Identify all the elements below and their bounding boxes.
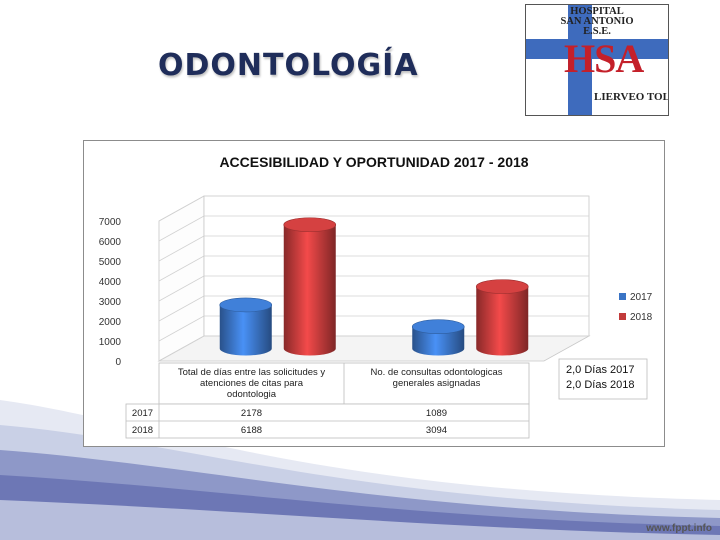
table-cell: 3094 [426, 425, 447, 436]
bar-2018-2 [475, 279, 529, 356]
gridline-side [158, 235, 205, 262]
category-label: odontologia [227, 389, 277, 400]
table-cell: 1089 [426, 408, 447, 419]
y-tick-label: 0 [115, 357, 121, 368]
bar-body [476, 286, 529, 356]
side-wall [158, 195, 205, 362]
chart-bars [219, 217, 529, 356]
y-tick-label: 1000 [99, 337, 122, 348]
logo-cross-vertical [568, 5, 592, 115]
category-label: No. de consultas odontologicas [370, 367, 502, 378]
gridline-side [158, 275, 205, 302]
table-row-label-2017: 2017 [132, 408, 153, 419]
annotation-box: 2,0 Días 2017 2,0 Días 2018 [558, 358, 648, 400]
gridline-side [158, 295, 205, 322]
bar-2017-2 [411, 319, 465, 356]
logo-city: LIERVEO TOLIMA [594, 91, 669, 103]
gridline-side [158, 335, 205, 362]
bar-top [283, 217, 337, 233]
y-tick-label: 7000 [99, 217, 122, 228]
y-tick-label: 2000 [99, 317, 122, 328]
logo-cross-horizontal [526, 39, 668, 59]
bar-body [412, 326, 465, 356]
table-cell: 6188 [241, 425, 262, 436]
chart-frame: ACCESIBILIDAD Y OPORTUNIDAD 2017 - 2018 … [83, 140, 665, 447]
chart-legend: 2017 2018 [619, 292, 653, 323]
hospital-logo: HOSPITAL SAN ANTONIO E.S.E. HSA LIERVEO … [525, 4, 669, 116]
y-tick-label: 5000 [99, 257, 122, 268]
logo-line-3: E.S.E. [583, 26, 611, 37]
data-table: Total de días entre las solicitudes yate… [125, 362, 530, 439]
category-label: Total de días entre las solicitudes y [178, 367, 326, 378]
footer-url: www.fppt.info [646, 523, 712, 534]
gridline-side [158, 215, 205, 242]
legend-swatch-2018 [619, 313, 626, 320]
gridline-side [158, 195, 205, 222]
chart-title: ACCESIBILIDAD Y OPORTUNIDAD 2017 - 2018 [219, 154, 528, 170]
bar-body [219, 304, 272, 356]
annotation-line-2: 2,0 Días 2018 [566, 379, 635, 391]
bar-2018-1 [283, 217, 337, 356]
y-tick-label: 4000 [99, 277, 122, 288]
logo-line-1: HOSPITAL [570, 6, 624, 17]
legend-label-2018: 2018 [630, 312, 653, 323]
gridline-side [158, 315, 205, 342]
table-cell: 2178 [241, 408, 262, 419]
decorative-waves [0, 400, 720, 540]
bar-2017-1 [219, 297, 273, 356]
bar-top [411, 319, 465, 335]
bar-top [475, 279, 529, 294]
bar-top [219, 297, 273, 313]
y-tick-label: 3000 [99, 297, 122, 308]
annotation-frame [558, 358, 648, 400]
slide-title: ODONTOLOGÍA [158, 48, 419, 83]
logo-line-2: SAN ANTONIO [560, 16, 634, 27]
annotation-line-1: 2,0 Días 2017 [566, 364, 635, 376]
table-row-label-2018: 2018 [132, 425, 153, 436]
bar-body [283, 224, 336, 356]
gridline-side [158, 255, 205, 282]
logo-mark: HSA [564, 36, 644, 81]
category-label: generales asignadas [393, 378, 481, 389]
y-tick-label: 6000 [99, 237, 122, 248]
legend-label-2017: 2017 [630, 292, 653, 303]
y-axis: 0 1000 2000 3000 4000 5000 6000 7000 [99, 217, 122, 368]
legend-swatch-2017 [619, 293, 626, 300]
chart-canvas: ACCESIBILIDAD Y OPORTUNIDAD 2017 - 2018 … [99, 154, 653, 439]
category-label: atenciones de citas para [200, 378, 304, 389]
